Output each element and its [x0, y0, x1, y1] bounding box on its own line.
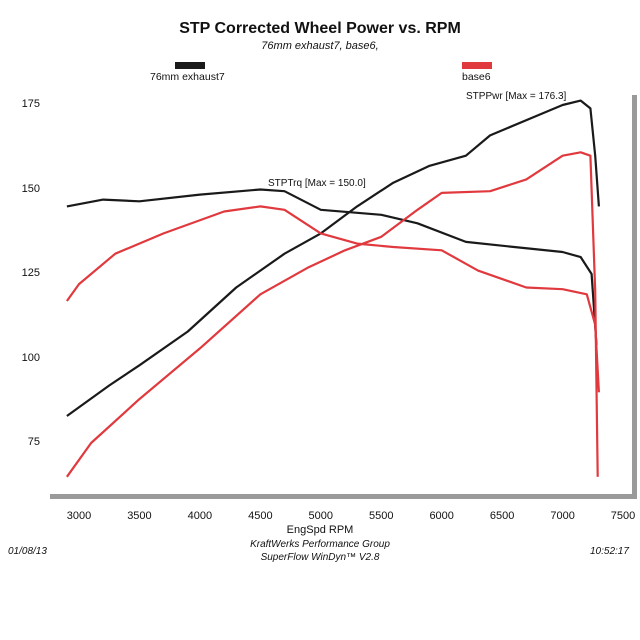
series-line-76mm-exhaust7-stptrq	[66, 188, 598, 346]
footer-date: 01/08/13	[8, 546, 47, 557]
x-tick-label: 4500	[248, 510, 273, 522]
footer-time: 10:52:17	[590, 546, 629, 557]
series-line-base6-stptrq	[66, 205, 600, 393]
chart-title: STP Corrected Wheel Power vs. RPM	[179, 20, 461, 37]
legend-label-base6: base6	[462, 71, 491, 83]
legend-swatch-base6	[462, 62, 492, 69]
x-tick-label: 4000	[187, 510, 213, 522]
x-axis-label: EngSpd RPM	[286, 524, 354, 536]
footer-company: KraftWerks Performance Group	[250, 539, 390, 550]
chart-subtitle: 76mm exhaust7, base6,	[261, 40, 379, 52]
legend-label-exhaust7: 76mm exhaust7	[150, 71, 225, 83]
x-tick-label: 3000	[66, 510, 92, 522]
legend-swatch-exhaust7	[175, 62, 205, 69]
series-line-base6-stppwr	[66, 151, 599, 478]
series-line-76mm-exhaust7-stppwr	[66, 99, 600, 417]
x-tick-label: 5000	[308, 510, 334, 522]
x-tick-label: 3500	[127, 510, 152, 522]
y-tick-label: 125	[21, 267, 40, 279]
right-axis-bar	[632, 95, 637, 499]
annotation-power-max: STPPwr [Max = 176.3]	[466, 91, 567, 102]
x-tick-label: 5500	[369, 510, 394, 522]
footer-software: SuperFlow WinDyn™ V2.8	[260, 552, 380, 563]
y-tick-label: 150	[21, 182, 40, 195]
y-tick-label: 75	[27, 436, 40, 448]
x-tick-label: 7000	[550, 510, 575, 522]
y-tick-label: 175	[21, 98, 40, 110]
x-tick-label: 6500	[489, 510, 515, 522]
x-tick-label: 6000	[429, 510, 454, 522]
x-tick-label: 7500	[610, 510, 636, 522]
x-axis-bar	[50, 494, 636, 499]
y-tick-label: 100	[21, 351, 40, 364]
annotation-torque-max: STPTrq [Max = 150.0]	[268, 178, 366, 189]
